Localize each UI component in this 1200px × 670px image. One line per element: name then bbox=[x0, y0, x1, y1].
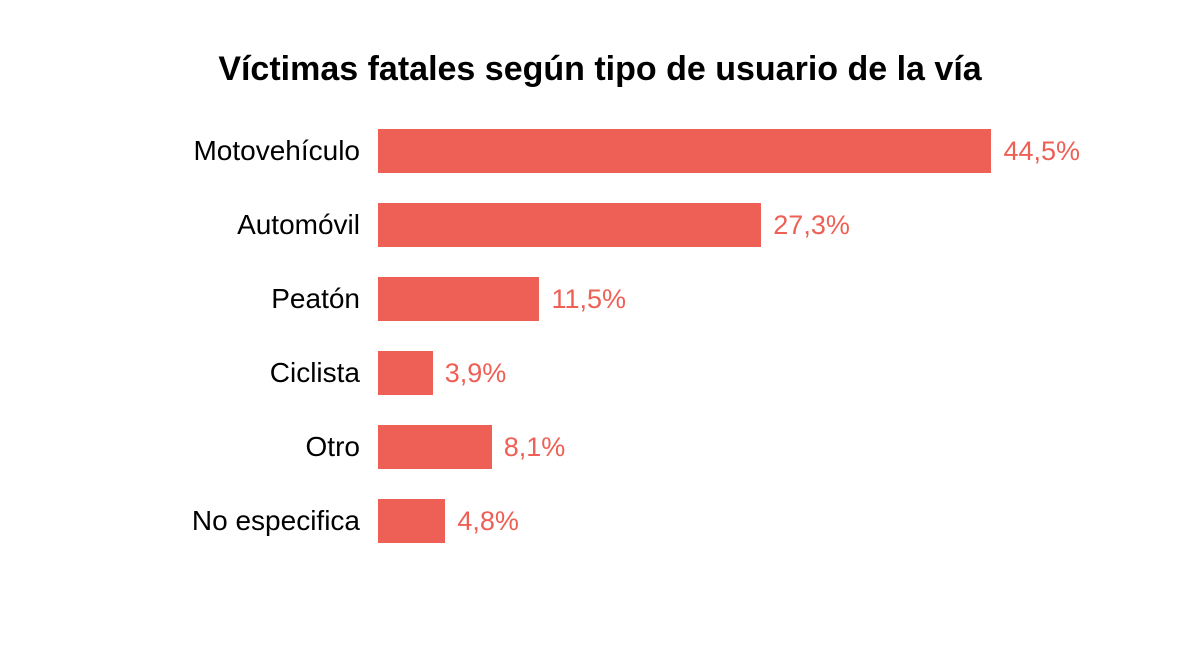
bar bbox=[378, 425, 492, 469]
bar bbox=[378, 203, 761, 247]
bar bbox=[378, 129, 991, 173]
bar-row: Otro 8,1% bbox=[120, 425, 1080, 469]
bar-rows: Motovehículo 44,5% Automóvil 27,3% Peató… bbox=[120, 129, 1080, 543]
bar-label: Ciclista bbox=[120, 357, 378, 389]
bar-track: 44,5% bbox=[378, 129, 1080, 173]
bar-value: 27,3% bbox=[773, 210, 850, 241]
bar-label: Automóvil bbox=[120, 209, 378, 241]
bar-track: 11,5% bbox=[378, 277, 1080, 321]
bar bbox=[378, 277, 539, 321]
bar-track: 8,1% bbox=[378, 425, 1080, 469]
bar-value: 44,5% bbox=[1003, 136, 1080, 167]
bar bbox=[378, 351, 433, 395]
bar-value: 3,9% bbox=[445, 358, 507, 389]
bar-value: 11,5% bbox=[551, 284, 626, 315]
bar-track: 4,8% bbox=[378, 499, 1080, 543]
bar-label: Peatón bbox=[120, 283, 378, 315]
bar-label: Otro bbox=[120, 431, 378, 463]
bar-row: Motovehículo 44,5% bbox=[120, 129, 1080, 173]
bar-track: 27,3% bbox=[378, 203, 1080, 247]
bar-chart: Víctimas fatales según tipo de usuario d… bbox=[0, 0, 1200, 670]
bar-track: 3,9% bbox=[378, 351, 1080, 395]
bar-value: 4,8% bbox=[457, 506, 519, 537]
bar-label: No especifica bbox=[120, 505, 378, 537]
bar-row: Ciclista 3,9% bbox=[120, 351, 1080, 395]
bar-value: 8,1% bbox=[504, 432, 566, 463]
chart-title: Víctimas fatales según tipo de usuario d… bbox=[120, 50, 1080, 89]
bar-row: No especifica 4,8% bbox=[120, 499, 1080, 543]
bar-row: Peatón 11,5% bbox=[120, 277, 1080, 321]
bar-label: Motovehículo bbox=[120, 135, 378, 167]
bar-row: Automóvil 27,3% bbox=[120, 203, 1080, 247]
bar bbox=[378, 499, 445, 543]
